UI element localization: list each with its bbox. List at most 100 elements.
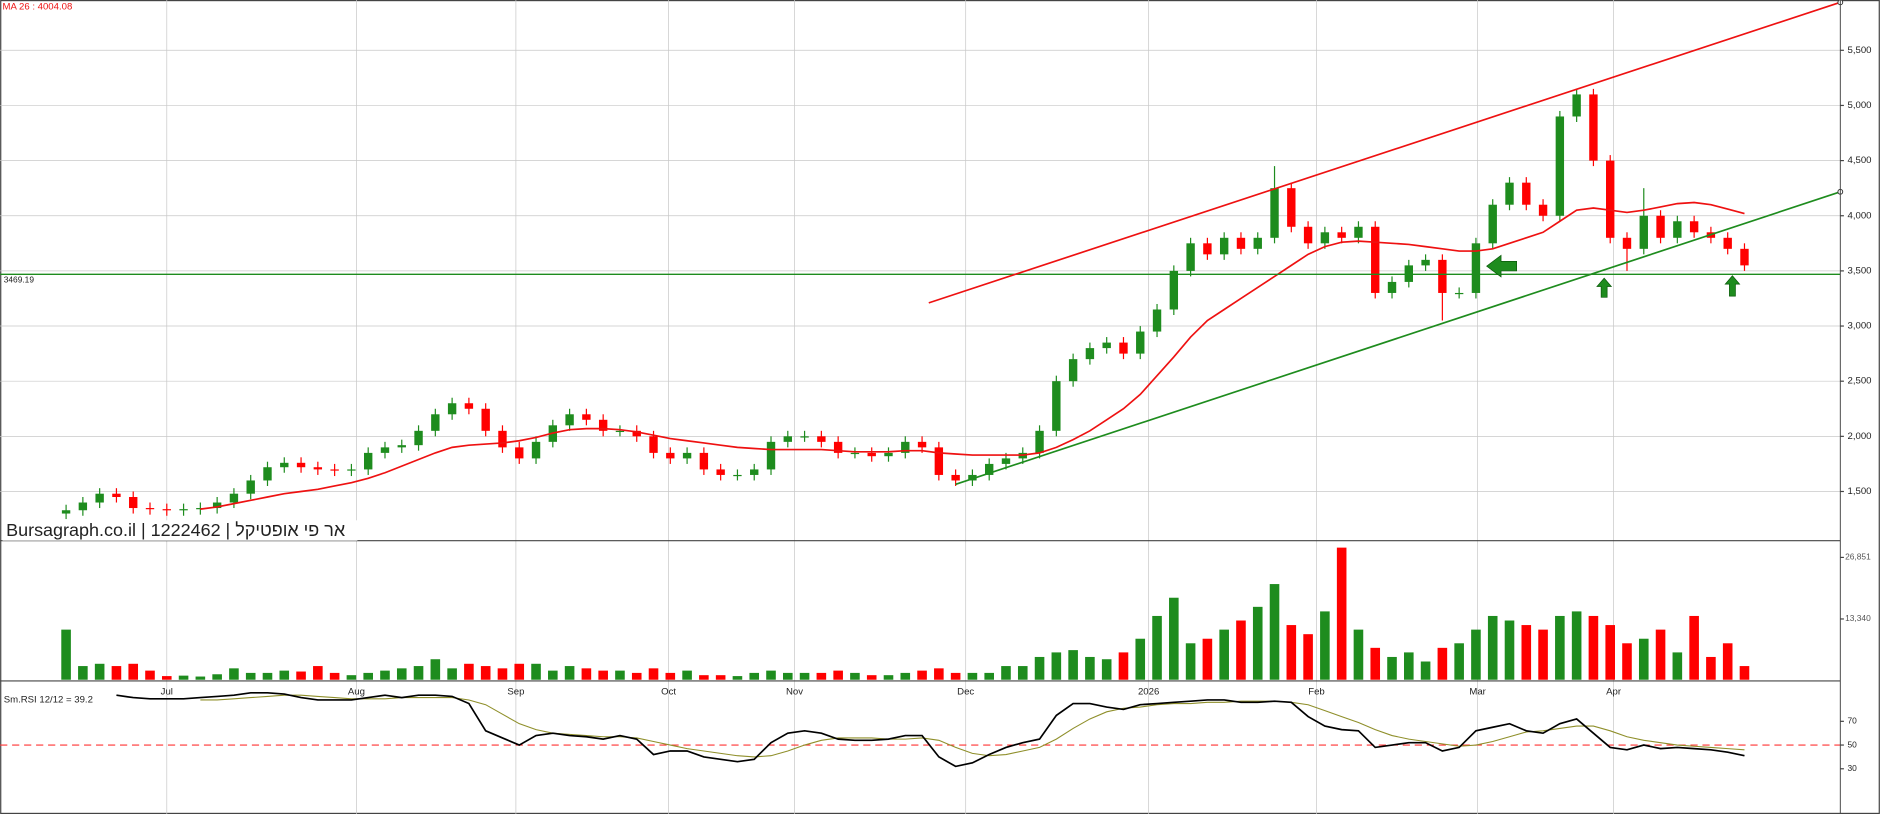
candle-body bbox=[800, 436, 809, 438]
volume-bar bbox=[1555, 615, 1565, 680]
volume-bar bbox=[883, 675, 894, 680]
candle-body bbox=[565, 414, 574, 426]
candle-body bbox=[1522, 182, 1531, 205]
volume-bar bbox=[1286, 625, 1297, 680]
candle-body bbox=[934, 447, 944, 475]
candle-body bbox=[1270, 188, 1279, 238]
y-tick-label: 50 bbox=[1848, 739, 1858, 749]
candle-body bbox=[867, 452, 876, 457]
candle-body bbox=[917, 441, 927, 448]
candle-body bbox=[515, 447, 524, 459]
volume-bar bbox=[296, 671, 306, 680]
volume-bar bbox=[1152, 615, 1162, 680]
candle-body bbox=[1085, 348, 1095, 360]
volume-bar bbox=[430, 659, 441, 680]
candle-body bbox=[1303, 226, 1313, 244]
candle-body bbox=[1219, 237, 1229, 255]
x-tick-label: 2026 bbox=[1138, 686, 1159, 697]
y-tick-label: 5,000 bbox=[1848, 100, 1872, 111]
volume-bar bbox=[967, 672, 978, 680]
volume-bar bbox=[128, 663, 139, 680]
volume-bar bbox=[1303, 634, 1313, 680]
volume-bar bbox=[1706, 656, 1716, 680]
marks bbox=[0, 0, 1844, 768]
volume-bar bbox=[61, 629, 71, 680]
volume-bar bbox=[1370, 647, 1381, 680]
volume-bar bbox=[178, 675, 189, 680]
volume-bar bbox=[917, 670, 927, 680]
volume-bar bbox=[850, 672, 860, 680]
candle-body bbox=[1371, 226, 1380, 293]
volume-bar bbox=[1521, 625, 1532, 680]
volume-bar bbox=[631, 672, 642, 680]
candle-body bbox=[397, 445, 406, 448]
rsi-line bbox=[116, 692, 1745, 768]
candle-body bbox=[330, 469, 339, 471]
volume-bar bbox=[1219, 629, 1229, 680]
x-tick-label: Mar bbox=[1469, 686, 1486, 697]
candle-body bbox=[632, 430, 641, 437]
volume-bar bbox=[1017, 666, 1028, 680]
volume-bar bbox=[1085, 656, 1095, 680]
candle-body bbox=[481, 408, 490, 431]
candle-body bbox=[296, 462, 306, 468]
rsi-label: Sm.RSI 12/12 = 39.2 bbox=[4, 695, 93, 706]
volume-bar bbox=[699, 675, 709, 680]
volume-bar bbox=[413, 666, 424, 680]
volume-bar bbox=[749, 672, 760, 680]
volume-bar bbox=[1034, 656, 1045, 680]
candle-body bbox=[1320, 232, 1330, 244]
volume-bar bbox=[1135, 638, 1146, 680]
candle-body bbox=[1454, 292, 1464, 295]
volume-bar bbox=[548, 670, 558, 680]
candle-body bbox=[951, 474, 960, 481]
candle-body bbox=[1203, 243, 1212, 255]
candle-body bbox=[363, 452, 373, 470]
volume-bar bbox=[1404, 652, 1414, 680]
volume-bar bbox=[195, 676, 206, 680]
volume-bar bbox=[984, 672, 994, 680]
x-tick-label: Jul bbox=[161, 686, 173, 697]
volume-bar bbox=[1471, 629, 1481, 680]
candle-body bbox=[246, 480, 255, 494]
volume-bar bbox=[766, 670, 776, 680]
volume-bar bbox=[1571, 611, 1582, 680]
volume-bar bbox=[1185, 643, 1196, 680]
candle-body bbox=[649, 436, 658, 453]
candle-body bbox=[1740, 248, 1749, 266]
volume-bar bbox=[799, 672, 810, 680]
volume-bar bbox=[229, 668, 239, 680]
volume-bar bbox=[682, 670, 692, 680]
candle-body bbox=[229, 493, 239, 503]
volume-bar bbox=[615, 670, 625, 680]
volume-bar bbox=[1638, 638, 1649, 680]
candle-body bbox=[1337, 232, 1346, 238]
candle-body bbox=[498, 430, 507, 448]
volume-bar bbox=[1504, 620, 1515, 680]
candle-body bbox=[1186, 243, 1195, 271]
volume-bar bbox=[833, 670, 843, 680]
candle-body bbox=[1001, 458, 1011, 464]
candle-body bbox=[1589, 94, 1598, 161]
volume-bar bbox=[598, 670, 608, 680]
candle-body bbox=[1488, 204, 1497, 244]
volume-bar bbox=[313, 666, 323, 680]
volume-bar bbox=[1622, 643, 1632, 680]
candle-body bbox=[380, 447, 390, 453]
candle-body bbox=[1052, 381, 1061, 431]
candle-body bbox=[1102, 342, 1111, 349]
candle-body bbox=[1387, 281, 1397, 293]
volume-bar bbox=[1437, 647, 1448, 680]
volume-bar bbox=[1353, 629, 1364, 680]
volume-bar bbox=[1538, 629, 1548, 680]
volume-bar bbox=[380, 670, 390, 680]
volume-bar bbox=[1487, 615, 1498, 680]
volume-bar bbox=[1605, 625, 1616, 680]
candle-body bbox=[1354, 226, 1363, 238]
volume-bar bbox=[934, 668, 944, 680]
y-tick-label: 3,500 bbox=[1848, 265, 1872, 276]
candle-body bbox=[1068, 359, 1078, 382]
volume-bar bbox=[782, 672, 793, 680]
volume-bar bbox=[346, 675, 357, 680]
